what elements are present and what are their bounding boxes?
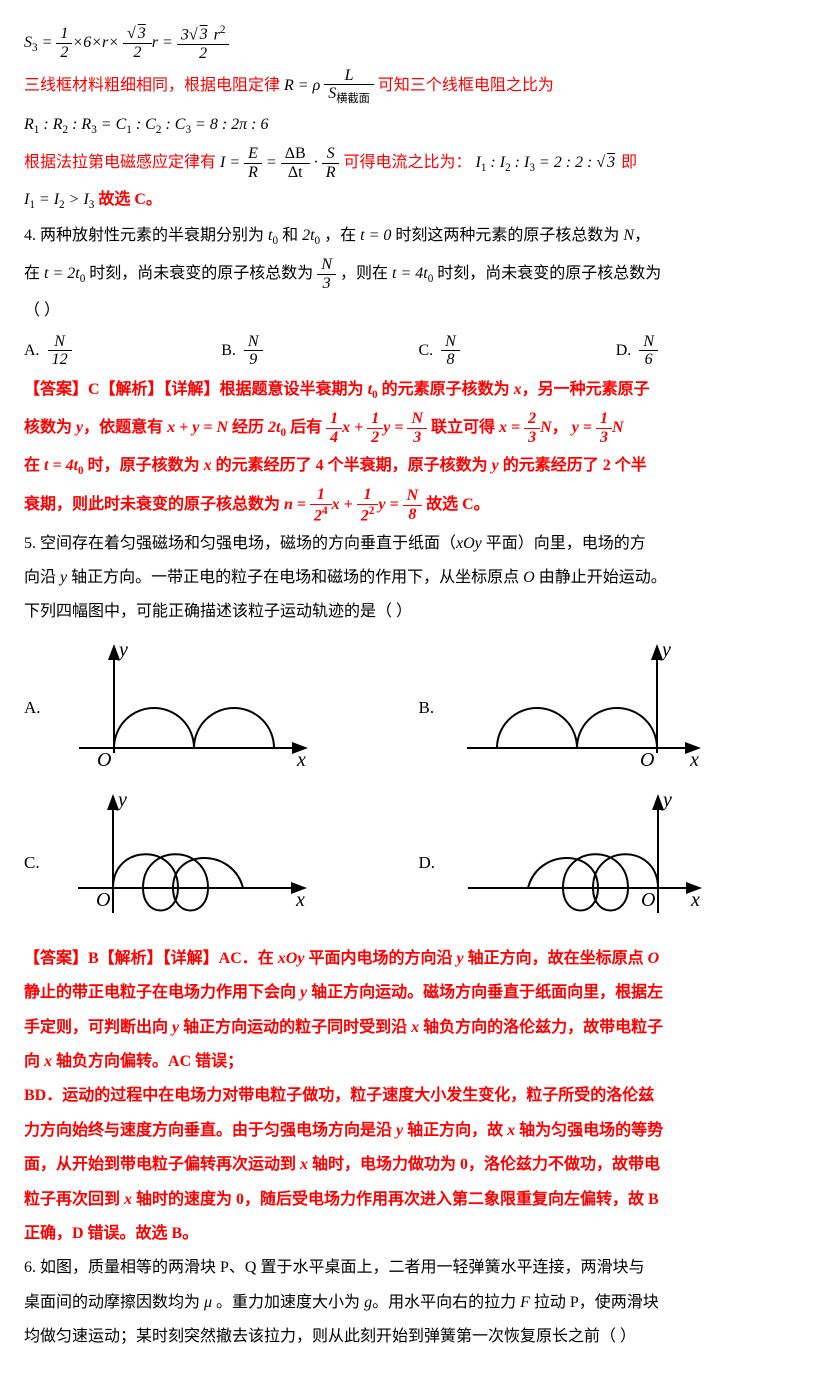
a4-line3: 在 t = 4t0 时，原子核数为 x 的元素经历了 4 个半衰期，原子核数为 … xyxy=(24,451,813,482)
svg-text:O: O xyxy=(97,749,111,771)
a4-line1: 【答案】C【解析】【详解】根据题意设半衰期为 t0 的元素原子核数为 x，另一种… xyxy=(24,375,813,406)
diagram-a[interactable]: A. y x O xyxy=(24,638,419,778)
q4-choice-b[interactable]: B.N9 xyxy=(221,333,418,369)
a5-line7: 面，从开始到带电粒子偏转再次运动到 x 轴时，电场力做功为 0，洛伦兹力不做功，… xyxy=(24,1150,813,1180)
p4-a: I1 = I2 > I3 xyxy=(24,191,94,208)
svg-text:x: x xyxy=(689,749,699,771)
q4-g: 时刻，尚未衰变的原子核总数为 xyxy=(89,265,313,282)
q4-d: 时刻这两种元素的原子核总数为 xyxy=(395,227,619,244)
q5-line1: 5. 空间存在着匀强磁场和匀强电场，磁场的方向垂直于纸面（xOy 平面）向里，电… xyxy=(24,529,813,559)
diagram-d[interactable]: D. y x O xyxy=(419,788,814,938)
svg-text:x: x xyxy=(295,889,305,911)
q4-b: 和 xyxy=(282,227,302,244)
diagram-b[interactable]: B. y x O xyxy=(419,638,814,778)
a5-line9: 正确，D 错误。故选 B。 xyxy=(24,1219,813,1249)
p3-c: I1 : I2 : I3 = 2 : 2 : √3 xyxy=(475,154,617,171)
p3-eq: I = ER = ΔBΔt · SR xyxy=(220,154,339,171)
q4-choice-c[interactable]: C.N8 xyxy=(419,333,616,369)
q4-choice-a[interactable]: A.N12 xyxy=(24,333,221,369)
q6-line2: 桌面间的动摩擦因数均为 μ 。重力加速度大小为 g。用水平向右的拉力 F 拉动 … xyxy=(24,1288,813,1318)
a5-line1: 【答案】B【解析】【详解】AC．在 xOy 平面内电场的方向沿 y 轴正方向，故… xyxy=(24,944,813,974)
svg-text:y: y xyxy=(660,639,671,661)
q4-choice-d[interactable]: D.N6 xyxy=(616,333,813,369)
p3-a: 根据法拉第电磁感应定律有 xyxy=(24,154,220,171)
eq-s3: S3 = 12×6×r× √32r = 3√3 r22 xyxy=(24,24,813,63)
q4-c: ，在 xyxy=(324,227,356,244)
svg-text:y: y xyxy=(117,639,128,661)
diagram-c[interactable]: C. y x O xyxy=(24,788,419,938)
q4-a: 4. 两种放射性元素的半衰期分别为 xyxy=(24,227,264,244)
diagram-c-svg: y x O xyxy=(58,788,318,938)
a5-line5: BD．运动的过程中在电场力对带电粒子做功，粒子速度大小发生变化，粒子所受的洛伦兹 xyxy=(24,1081,813,1111)
a5-line3: 手定则，可判断出向 y 轴正方向运动的粒子同时受到沿 x 轴负方向的洛伦兹力，故… xyxy=(24,1013,813,1043)
line-p3: 根据法拉第电磁感应定律有 I = ER = ΔBΔt · SR 可得电流之比为：… xyxy=(24,145,813,181)
q5-line3: 下列四幅图中，可能正确描述该粒子运动轨迹的是（ ） xyxy=(24,597,813,627)
q4-line1: 4. 两种放射性元素的半衰期分别为 t0 和 2t0 ，在 t = 0 时刻这两… xyxy=(24,221,813,252)
line-p1: 三线框材料粗细相同，根据电阻定律 R = ρ LS横截面 可知三个线框电阻之比为 xyxy=(24,67,813,106)
p3-d: 即 xyxy=(621,154,637,171)
a5-line8: 粒子再次回到 x 轴时的速度为 0，随后受电场力作用再次进入第二象限重复向左偏转… xyxy=(24,1185,813,1215)
svg-text:O: O xyxy=(640,749,654,771)
diagram-row-2: C. y x O D. y x O xyxy=(24,788,813,938)
q6-line3: 均做匀速运动；某时刻突然撤去该拉力，则从此刻开始到弹簧第一次恢复原长之前（ ） xyxy=(24,1322,813,1352)
svg-text:y: y xyxy=(661,789,672,811)
diagram-a-svg: y x O xyxy=(59,638,319,778)
q4-paren: （ ） xyxy=(24,296,813,326)
svg-text:O: O xyxy=(641,889,655,911)
p1-a: 三线框材料粗细相同，根据电阻定律 xyxy=(24,77,280,94)
a5-line2: 静止的带正电粒子在电场力作用下会向 y 轴正方向运动。磁场方向垂直于纸面向里，根… xyxy=(24,978,813,1008)
q4-f: 在 xyxy=(24,265,40,282)
diagram-d-svg: y x O xyxy=(453,788,713,938)
q5-line2: 向沿 y 轴正方向。一带正电的粒子在电场和磁场的作用下，从坐标原点 O 由静止开… xyxy=(24,563,813,593)
svg-text:O: O xyxy=(96,889,110,911)
svg-text:x: x xyxy=(296,749,306,771)
q6-line1: 6. 如图，质量相等的两滑块 P、Q 置于水平桌面上，二者用一轻弹簧水平连接，两… xyxy=(24,1253,813,1283)
diagram-row-1: A. y x O B. y x O xyxy=(24,638,813,778)
a5-line4: 向 x 轴负方向偏转。AC 错误； xyxy=(24,1047,813,1077)
a5-line6: 力方向始终与速度方向垂直。由于匀强电场方向是沿 y 轴正方向，故 x 轴为匀强电… xyxy=(24,1116,813,1146)
diagram-b-svg: y x O xyxy=(452,638,712,778)
q4-i: 时刻，尚未衰变的原子核总数为 xyxy=(437,265,661,282)
q4-line2: 在 t = 2t0 时刻，尚未衰变的原子核总数为 N3 ，则在 t = 4t0 … xyxy=(24,256,813,292)
q4-e: ， xyxy=(634,227,650,244)
a4-line4: 衰期，则此时未衰变的原子核总数为 n = 124x + 122y = N8 故选… xyxy=(24,486,813,525)
p4-b: 故选 C。 xyxy=(98,191,162,208)
q4-choices: A.N12 B.N9 C.N8 D.N6 xyxy=(24,333,813,369)
svg-text:x: x xyxy=(690,889,700,911)
svg-text:y: y xyxy=(116,789,127,811)
q4-h: ，则在 xyxy=(340,265,388,282)
p3-b: 可得电流之比为： xyxy=(343,154,471,171)
a4-line2: 核数为 y，依题意有 x + y = N 经历 2t0 后有 14x + 12y… xyxy=(24,410,813,446)
p1-b: 可知三个线框电阻之比为 xyxy=(378,77,554,94)
p1-eq: R = ρ LS横截面 xyxy=(284,77,374,94)
line-p2: R1 : R2 : R3 = C1 : C2 : C3 = 8 : 2π : 6 xyxy=(24,110,813,141)
line-p4: I1 = I2 > I3 故选 C。 xyxy=(24,185,813,216)
